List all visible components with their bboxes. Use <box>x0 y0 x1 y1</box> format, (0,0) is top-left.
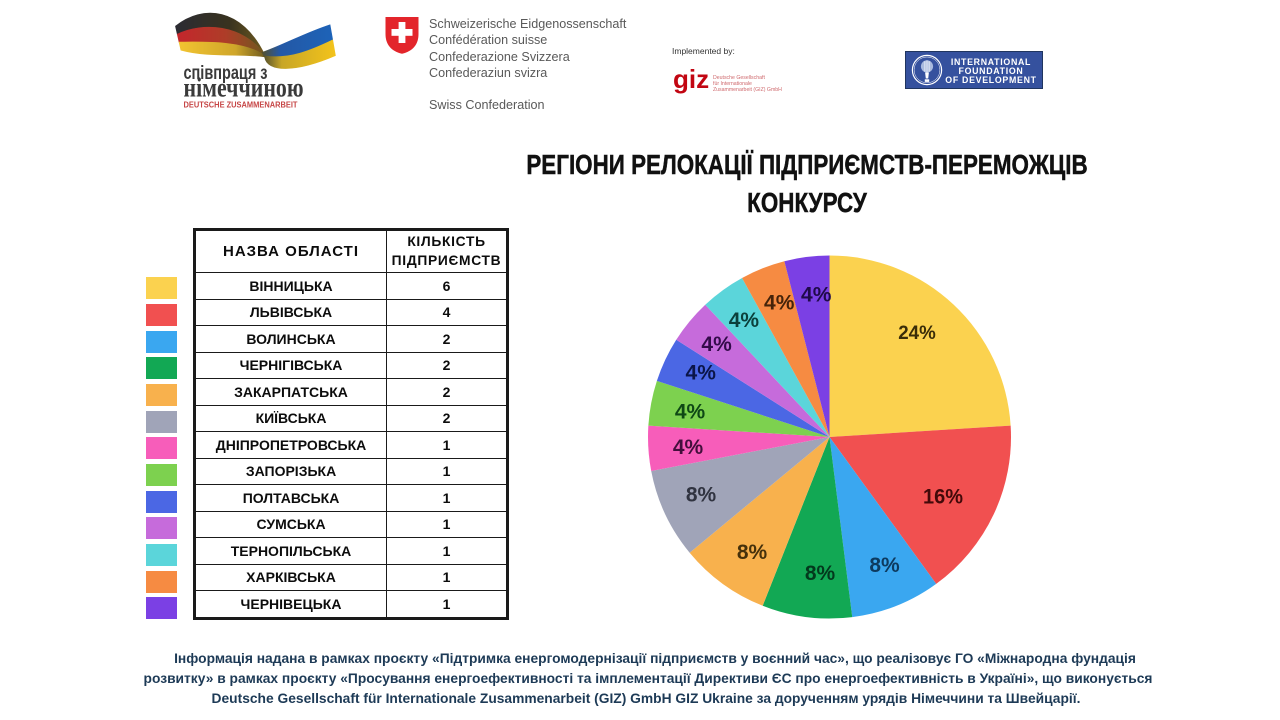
svg-text:співпраця з: співпраця з <box>184 63 268 84</box>
svg-text:8%: 8% <box>869 554 900 577</box>
svg-text:4%: 4% <box>675 400 706 423</box>
svg-text:8%: 8% <box>686 483 717 506</box>
svg-text:4%: 4% <box>764 292 795 315</box>
svg-text:24%: 24% <box>898 323 936 344</box>
svg-text:німеччиною: німеччиною <box>184 73 304 103</box>
svg-text:8%: 8% <box>737 541 768 564</box>
svg-text:4%: 4% <box>686 362 717 385</box>
svg-text:DEUTSCHE ZUSAMMENARBEIT: DEUTSCHE ZUSAMMENARBEIT <box>184 100 299 110</box>
svg-text:8%: 8% <box>805 562 836 585</box>
svg-text:4%: 4% <box>673 436 704 459</box>
svg-text:4%: 4% <box>701 333 732 356</box>
svg-text:4%: 4% <box>729 309 760 332</box>
svg-text:16%: 16% <box>923 485 963 508</box>
svg-text:4%: 4% <box>801 284 832 307</box>
